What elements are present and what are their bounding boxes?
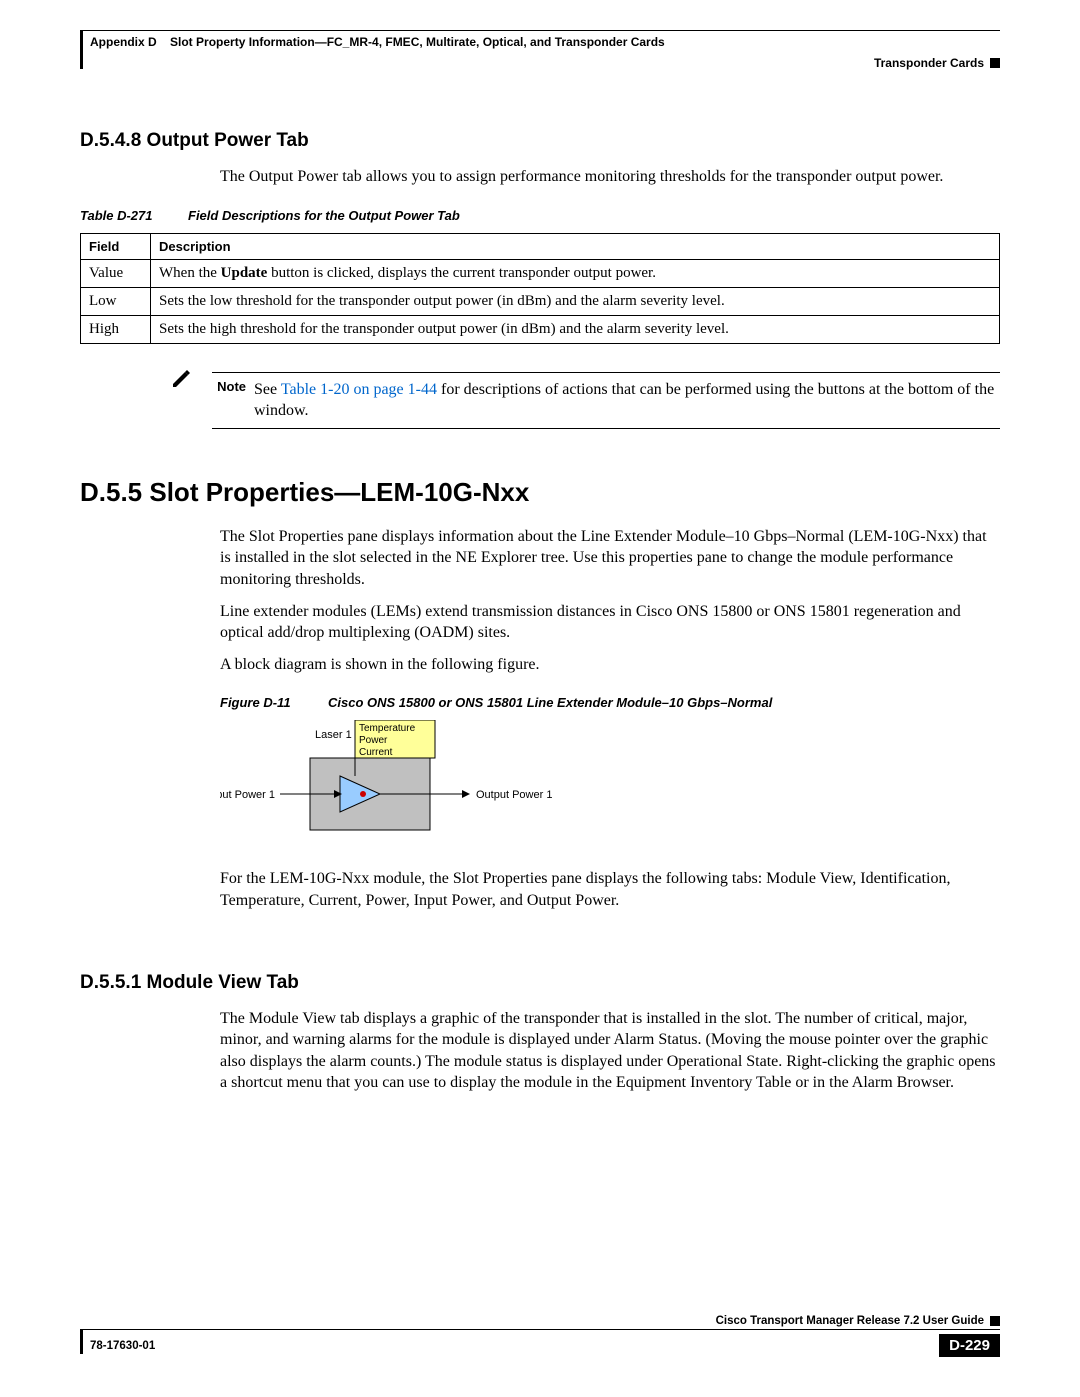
- note-label: Note: [212, 379, 254, 422]
- svg-text:Power: Power: [359, 735, 388, 746]
- th-field: Field: [81, 233, 151, 259]
- header-rule: Appendix D Slot Property Information—FC_…: [80, 30, 1000, 70]
- table-output-power-fields: Field Description Value When the Update …: [80, 233, 1000, 344]
- note-text: See Table 1-20 on page 1-44 for descript…: [254, 379, 1000, 422]
- footer-doc-number: 78-17630-01: [80, 1340, 155, 1352]
- para-lem-2: Line extender modules (LEMs) extend tran…: [220, 601, 1000, 644]
- header-square-icon: [990, 58, 1000, 68]
- figure-caption-d11: Figure D-11Cisco ONS 15800 or ONS 15801 …: [220, 695, 1000, 710]
- header-section: Transponder Cards: [874, 56, 984, 70]
- svg-text:Input Power 1: Input Power 1: [220, 789, 275, 801]
- pencil-icon: [170, 366, 194, 390]
- svg-text:Temperature: Temperature: [359, 723, 416, 734]
- th-description: Description: [151, 233, 1000, 259]
- para-lem-3: A block diagram is shown in the followin…: [220, 654, 1000, 676]
- block-diagram: Temperature Power Current Laser 1 Input …: [220, 720, 1000, 840]
- svg-text:Current: Current: [359, 747, 393, 758]
- para-lem-4: For the LEM-10G-Nxx module, the Slot Pro…: [220, 868, 1000, 911]
- header-vertical-rule: [80, 31, 83, 69]
- svg-text:Laser 1: Laser 1: [315, 729, 352, 741]
- svg-text:Output Power 1: Output Power 1: [476, 789, 552, 801]
- para-module-view: The Module View tab displays a graphic o…: [220, 1008, 1000, 1094]
- header-left: Appendix D Slot Property Information—FC_…: [90, 35, 665, 49]
- para-lem-1: The Slot Properties pane displays inform…: [220, 526, 1000, 591]
- table-row: Low Sets the low threshold for the trans…: [81, 287, 1000, 315]
- heading-module-view-tab: D.5.5.1 Module View Tab: [80, 972, 1000, 994]
- footer-square-icon: [990, 1316, 1000, 1326]
- table-row: Value When the Update button is clicked,…: [81, 259, 1000, 287]
- footer-vertical-rule: [80, 1330, 83, 1354]
- page-footer: Cisco Transport Manager Release 7.2 User…: [80, 1315, 1000, 1357]
- table-row: High Sets the high threshold for the tra…: [81, 315, 1000, 343]
- note-block: Note See Table 1-20 on page 1-44 for des…: [170, 372, 1000, 429]
- footer-guide-title: Cisco Transport Manager Release 7.2 User…: [716, 1315, 984, 1327]
- footer-page-number: D-229: [939, 1334, 1000, 1357]
- para-output-power-intro: The Output Power tab allows you to assig…: [220, 166, 1000, 188]
- table-caption-d271: Table D-271Field Descriptions for the Ou…: [80, 208, 1000, 223]
- heading-slot-properties-lem: D.5.5 Slot Properties—LEM-10G-Nxx: [80, 477, 1000, 508]
- note-link[interactable]: Table 1-20 on page 1-44: [281, 381, 437, 398]
- heading-output-power-tab: D.5.4.8 Output Power Tab: [80, 130, 1000, 152]
